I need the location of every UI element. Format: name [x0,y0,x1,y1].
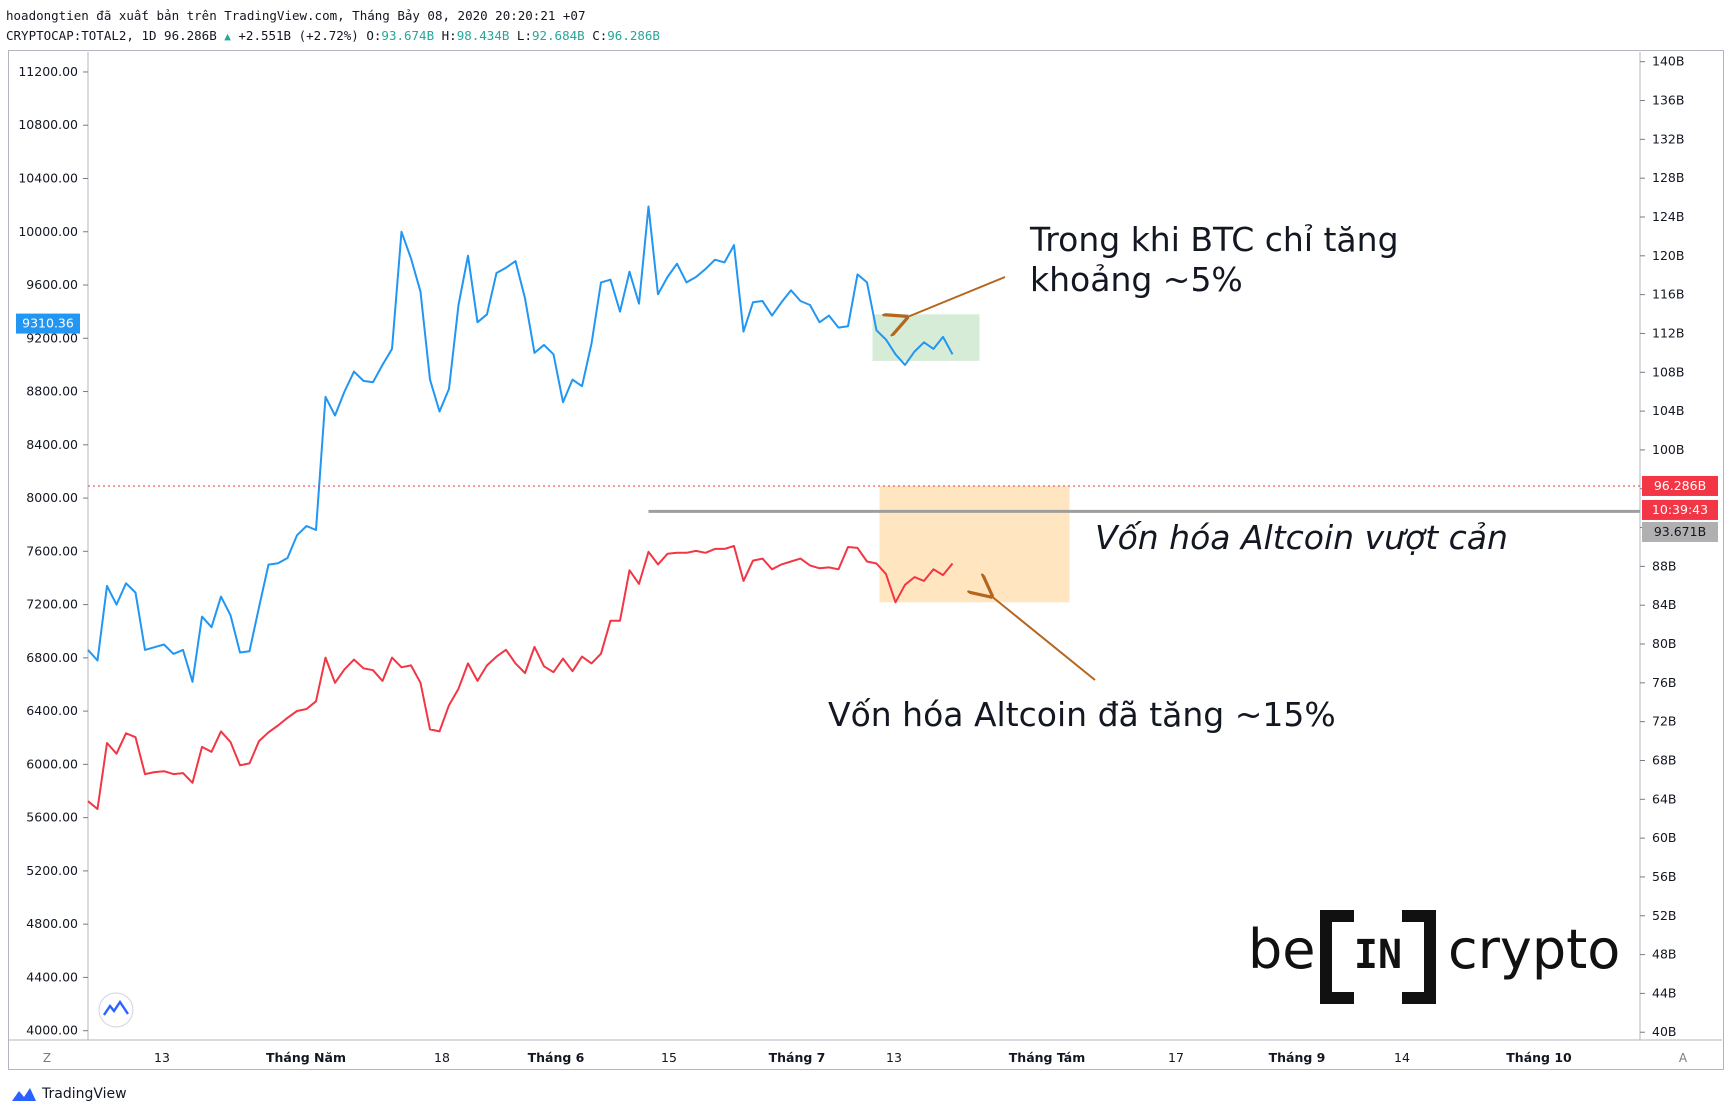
timezone-button[interactable]: Z [43,1051,51,1065]
chart-frame [8,50,1724,1070]
high-value: 98.434B [456,28,510,43]
x-axis-tick-label: Tháng 10 [1506,1050,1572,1065]
x-axis-tick-label: Tháng Năm [266,1050,346,1065]
right-axis-tick-label: 68B [1652,752,1676,767]
right-axis-tick-label: 104B [1652,403,1684,418]
tradingview-footer[interactable]: TradingView [8,1085,127,1103]
right-axis-tick-label: 132B [1652,131,1684,146]
btc-annotation-arrow [905,276,1006,318]
right-axis-tick-label: 56B [1652,869,1676,884]
x-axis-tick-label: 13 [154,1050,170,1065]
left-axis-tick-label: 6000.00 [26,756,78,771]
x-axis-tick-label: Tháng 6 [528,1050,585,1065]
low-label: L: [516,28,532,43]
btc-highlight-box [872,314,980,361]
left-axis-tick-label: 8800.00 [26,384,78,399]
close-label: C: [592,28,608,43]
x-axis-tick-label: Tháng Tám [1009,1050,1085,1065]
x-axis-tick-label: 15 [661,1050,677,1065]
right-axis-tick-label: 140B [1652,54,1684,69]
left-axis-tick-label: 9600.00 [26,277,78,292]
price-line-label: 96.286B [1654,478,1706,493]
x-axis-tick-label: 17 [1168,1050,1184,1065]
right-axis-tick-label: 72B [1652,714,1676,729]
price-line-label-bg [1642,475,1718,496]
right-axis-tick-label: 136B [1652,93,1684,108]
up-arrow-icon: ▲ [224,30,231,43]
x-axis-tick-label: 14 [1394,1050,1410,1065]
countdown-label-bg [1642,499,1718,520]
altcoin-cap-line [87,545,954,810]
right-axis-tick-label: 84B [1652,597,1676,612]
right-axis-tick-label: 76B [1652,675,1676,690]
left-axis-tick-label: 7600.00 [26,543,78,558]
right-axis-tick-label: 120B [1652,248,1684,263]
left-axis-tick-label: 4000.00 [26,1023,78,1038]
right-axis-tick-label: 44B [1652,985,1676,1000]
left-axis-tick-label: 8000.00 [26,490,78,505]
left-axis-tick-label: 7200.00 [26,597,78,612]
left-axis-tick-label: 10800.00 [18,117,78,132]
x-axis-tick-label: Tháng 9 [1269,1050,1326,1065]
x-axis-tick-label: 18 [434,1050,450,1065]
left-axis-tick-label: 10400.00 [18,170,78,185]
symbol-ohlc-bar: CRYPTOCAP:TOTAL2, 1D 96.286B ▲ +2.551B (… [6,28,660,43]
alt-gain-annotation: Vốn hóa Altcoin đã tăng ~15% [828,695,1336,734]
tradingview-chart-logo-icon[interactable] [98,992,134,1028]
countdown-label: 10:39:43 [1652,502,1708,517]
btc-annotation-line2: khoảng ~5% [1030,260,1243,299]
left-axis-tick-label: 4800.00 [26,916,78,931]
alt-resistance-annotation: Vốn hóa Altcoin vượt cản [1095,518,1508,557]
left-axis-tick-label: 10000.00 [18,224,78,239]
low-value: 92.684B [531,28,585,43]
right-axis-tick-label: 88B [1652,558,1676,573]
open-line-label: 93.671B [1654,524,1706,539]
logo-bracket-box [1320,908,1436,1004]
close-value: 96.286B [607,28,660,43]
right-axis-tick-label: 60B [1652,830,1676,845]
auto-scale-button[interactable]: A [1679,1051,1688,1065]
alt-annotation-arrow [990,595,1096,681]
right-axis-tick-label: 100B [1652,442,1684,457]
btc-annotation: Trong khi BTC chỉ tăng khoảng ~5% [1030,220,1399,300]
left-axis-tick-label: 4400.00 [26,969,78,984]
btc-price-line [87,205,954,683]
symbol-label[interactable]: CRYPTOCAP:TOTAL2, 1D 96.286B [6,28,217,43]
tradingview-cloud-icon [12,1088,36,1101]
left-axis-tick-label: 9200.00 [26,330,78,345]
logo-in: IN [1353,932,1403,978]
x-axis-tick-label: Tháng 7 [769,1050,826,1065]
open-value: 93.674B [381,28,435,43]
right-axis-tick-label: 52B [1652,908,1676,923]
open-line-label-bg [1642,521,1718,542]
right-axis-tick-label: 128B [1652,170,1684,185]
right-axis-tick-label: 124B [1652,209,1684,224]
right-axis-tick-label: 116B [1652,287,1684,302]
left-axis-tick-label: 6400.00 [26,703,78,718]
publish-info: hoadongtien đã xuất bản trên TradingView… [6,8,586,23]
btc-last-label-bg [16,313,80,334]
right-axis-tick-label: 80B [1652,636,1676,651]
x-axis-tick-label: 13 [886,1050,902,1065]
logo-be: be [1248,918,1316,981]
btc-last-label: 9310.36 [22,316,74,331]
alt-highlight-box [879,485,1070,603]
logo-crypto: crypto [1448,918,1621,981]
right-axis-tick-label: 64B [1652,791,1676,806]
right-axis-tick-label: 48B [1652,947,1676,962]
left-axis-tick-label: 5600.00 [26,810,78,825]
left-axis-tick-label: 6800.00 [26,650,78,665]
change-value: +2.551B (+2.72%) [238,28,359,43]
open-label: O: [366,28,382,43]
right-axis-tick-label: 108B [1652,364,1684,379]
footer-brand: TradingView [42,1086,127,1102]
left-axis-tick-label: 5200.00 [26,863,78,878]
left-axis-tick-label: 8400.00 [26,437,78,452]
right-axis-tick-label: 40B [1652,1024,1676,1039]
right-axis-tick-label: 112B [1652,325,1684,340]
btc-annotation-line1: Trong khi BTC chỉ tăng [1030,220,1399,259]
left-axis-tick-label: 11200.00 [18,64,78,79]
high-label: H: [441,28,457,43]
